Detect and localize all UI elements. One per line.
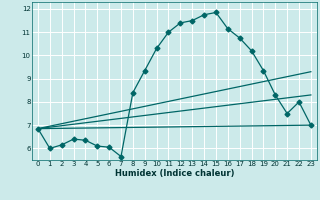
X-axis label: Humidex (Indice chaleur): Humidex (Indice chaleur) <box>115 169 234 178</box>
